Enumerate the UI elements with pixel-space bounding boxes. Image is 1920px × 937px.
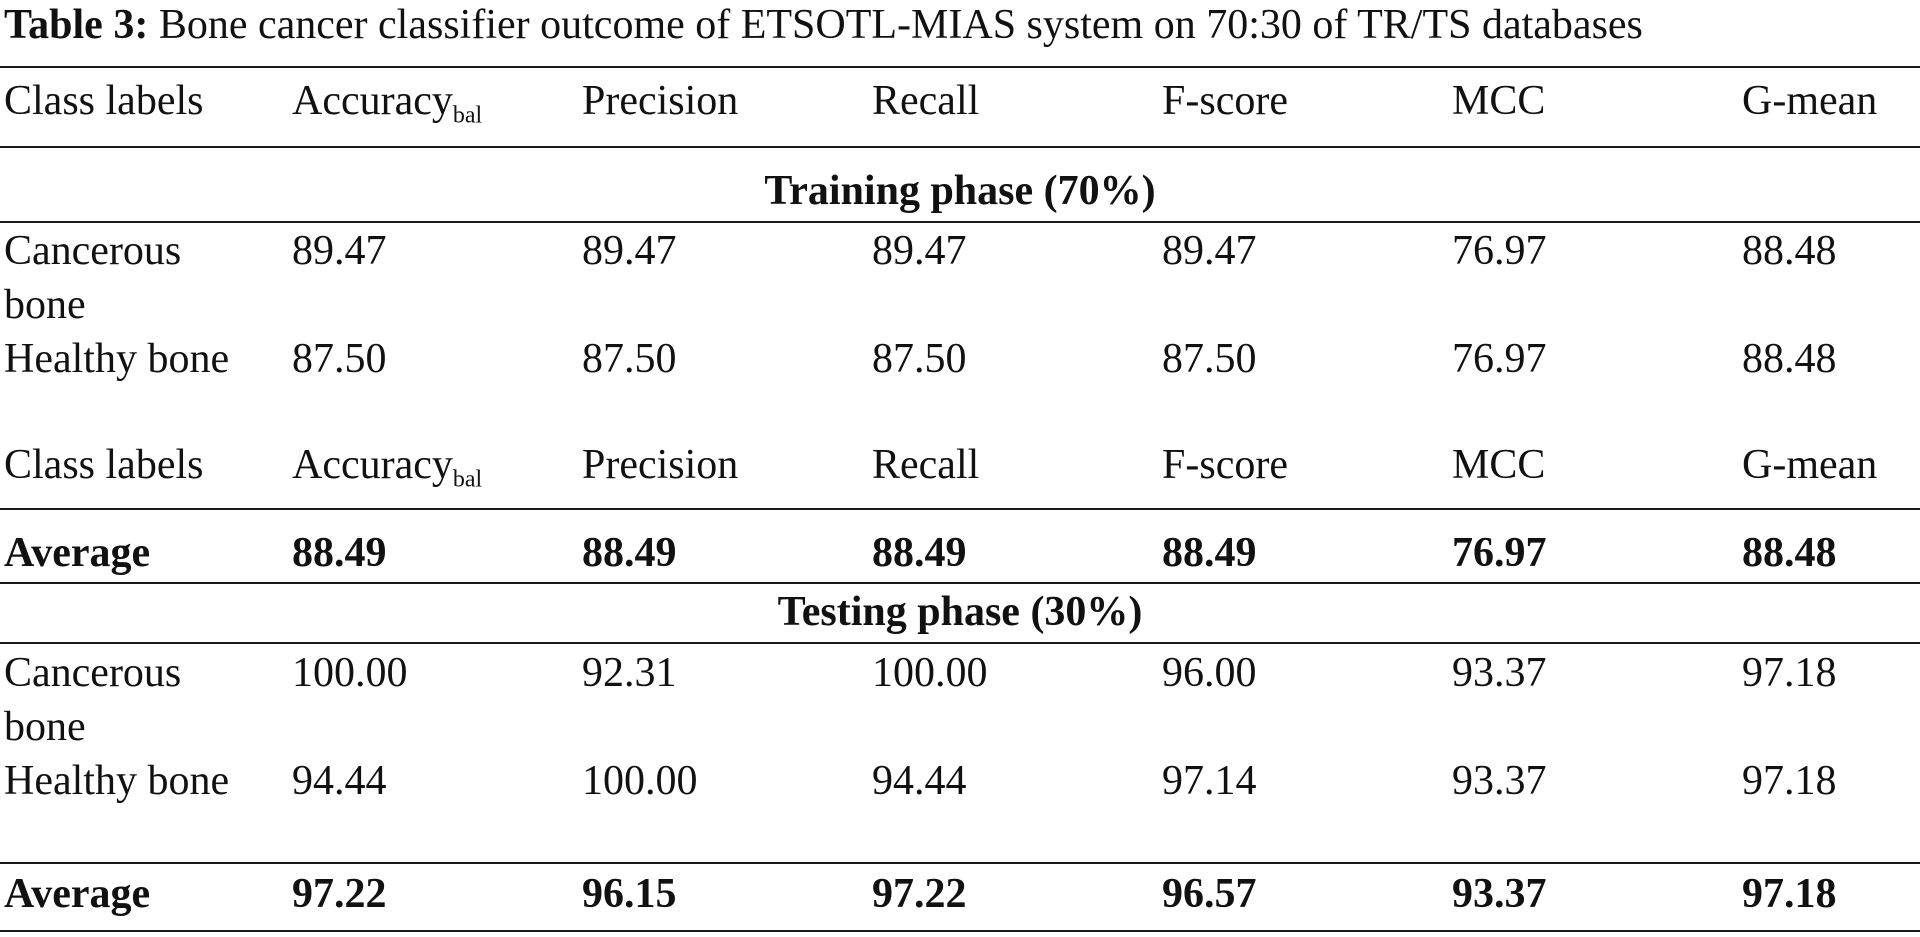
- header-precision: Precision: [582, 78, 739, 124]
- testing-phase-title: Testing phase (30%): [777, 589, 1143, 635]
- repeated-header-rule: [0, 508, 1920, 510]
- cell-accuracy: 100.00: [292, 650, 408, 696]
- row-label: Average: [4, 871, 151, 917]
- cell-gmean: 88.48: [1742, 336, 1837, 382]
- cell-recall: 100.00: [872, 650, 988, 696]
- cell-fscore: 87.50: [1162, 336, 1257, 382]
- cell-mcc: 93.37: [1452, 758, 1547, 804]
- training-average-rule: [0, 582, 1920, 584]
- header-precision: Precision: [582, 442, 739, 488]
- top-rule: [0, 66, 1920, 68]
- training-phase-title: Training phase (70%): [764, 168, 1156, 214]
- cell-precision: 92.31: [582, 650, 677, 696]
- cell-gmean: 97.18: [1742, 758, 1837, 804]
- header-recall: Recall: [872, 442, 980, 488]
- header-rule: [0, 146, 1920, 148]
- testing-average-top-rule: [0, 862, 1920, 864]
- cell-recall: 89.47: [872, 228, 967, 274]
- cell-recall: 97.22: [872, 871, 967, 917]
- header-mcc: MCC: [1452, 442, 1546, 488]
- testing-rule: [0, 642, 1920, 644]
- cell-gmean: 97.18: [1742, 650, 1837, 696]
- header-accuracy-subscript: bal: [452, 466, 483, 493]
- row-label: Healthy bone: [4, 758, 230, 804]
- header-fscore: F-score: [1162, 78, 1288, 124]
- row-label: Cancerous bone: [4, 650, 182, 750]
- header-mcc: MCC: [1452, 78, 1546, 124]
- cell-precision: 96.15: [582, 871, 677, 917]
- cell-precision: 89.47: [582, 228, 677, 274]
- cell-fscore: 96.00: [1162, 650, 1257, 696]
- cell-mcc: 93.37: [1452, 650, 1547, 696]
- cell-recall: 94.44: [872, 758, 967, 804]
- cell-precision: 100.00: [582, 758, 698, 804]
- header-recall: Recall: [872, 78, 980, 124]
- cell-fscore: 89.47: [1162, 228, 1257, 274]
- cell-accuracy: 97.22: [292, 871, 387, 917]
- cell-recall: 88.49: [872, 530, 967, 576]
- table-caption: Table 3: Bone cancer classifier outcome …: [4, 0, 1643, 62]
- cell-gmean: 88.48: [1742, 228, 1837, 274]
- cell-recall: 87.50: [872, 336, 967, 382]
- header-gmean: G-mean: [1742, 442, 1878, 488]
- header-accuracy-subscript: bal: [452, 102, 483, 129]
- row-label: Average: [4, 530, 151, 576]
- row-label: Cancerous bone: [4, 228, 182, 328]
- table-caption-label: Table 3:: [4, 2, 149, 48]
- header-accuracy-text: Accuracy: [292, 78, 453, 124]
- header-accuracy-text: Accuracy: [292, 442, 453, 488]
- table-caption-text: Bone cancer classifier outcome of ETSOTL…: [148, 2, 1643, 48]
- cell-gmean: 97.18: [1742, 871, 1837, 917]
- header-class-labels: Class labels: [4, 442, 204, 488]
- header-gmean: G-mean: [1742, 78, 1878, 124]
- cell-accuracy: 94.44: [292, 758, 387, 804]
- row-label: Healthy bone: [4, 336, 230, 382]
- bottom-rule: [0, 930, 1920, 932]
- cell-mcc: 76.97: [1452, 530, 1547, 576]
- cell-gmean: 88.48: [1742, 530, 1837, 576]
- cell-precision: 87.50: [582, 336, 677, 382]
- training-rule: [0, 221, 1920, 223]
- cell-accuracy: 88.49: [292, 530, 387, 576]
- cell-fscore: 96.57: [1162, 871, 1257, 917]
- cell-fscore: 88.49: [1162, 530, 1257, 576]
- cell-mcc: 76.97: [1452, 336, 1547, 382]
- header-accuracy: Accuracybal: [292, 74, 482, 128]
- cell-accuracy: 89.47: [292, 228, 387, 274]
- cell-accuracy: 87.50: [292, 336, 387, 382]
- header-accuracy: Accuracybal: [292, 438, 482, 492]
- header-fscore: F-score: [1162, 442, 1288, 488]
- cell-fscore: 97.14: [1162, 758, 1257, 804]
- cell-mcc: 76.97: [1452, 228, 1547, 274]
- header-class-labels: Class labels: [4, 78, 204, 124]
- cell-mcc: 93.37: [1452, 871, 1547, 917]
- cell-precision: 88.49: [582, 530, 677, 576]
